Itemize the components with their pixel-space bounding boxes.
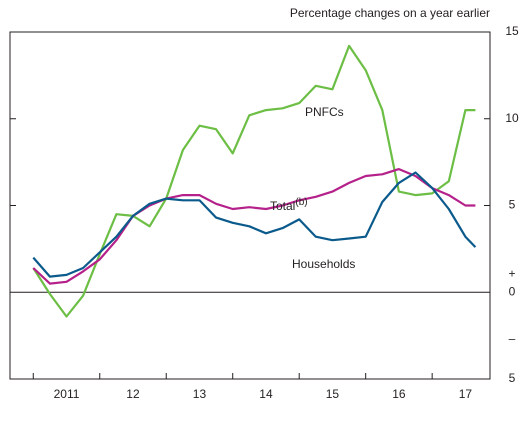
series-line bbox=[32, 168, 476, 285]
x-tick-label: 12 bbox=[126, 387, 140, 401]
series-name: Total bbox=[270, 199, 295, 213]
x-tick-label: 17 bbox=[459, 387, 473, 401]
x-tick-label: 15 bbox=[326, 387, 340, 401]
series-name: PNFCs bbox=[305, 105, 344, 119]
y-tick-label: 10 bbox=[505, 111, 519, 125]
series-label: PNFCs bbox=[305, 105, 344, 119]
series-label: Households bbox=[292, 257, 355, 271]
series-note: (b) bbox=[295, 197, 307, 208]
sign-label: + bbox=[508, 266, 515, 280]
x-tick-label: 14 bbox=[259, 387, 273, 401]
series-name: Households bbox=[292, 257, 355, 271]
plot-frame bbox=[9, 31, 491, 380]
y-tick-label: 0 bbox=[509, 284, 516, 298]
series-line bbox=[32, 44, 476, 318]
x-tick-label: 16 bbox=[392, 387, 406, 401]
y-tick-label: 15 bbox=[505, 24, 519, 38]
sign-label: – bbox=[509, 331, 516, 345]
x-tick-label: 13 bbox=[193, 387, 207, 401]
subtitle: Percentage changes on a year earlier bbox=[290, 6, 490, 20]
y-tick-label: 5 bbox=[509, 198, 516, 212]
series-line bbox=[32, 171, 477, 278]
y-tick-label: 5 bbox=[509, 371, 516, 385]
series-label: Total(b) bbox=[270, 197, 308, 214]
x-tick-label: 2011 bbox=[54, 387, 80, 401]
